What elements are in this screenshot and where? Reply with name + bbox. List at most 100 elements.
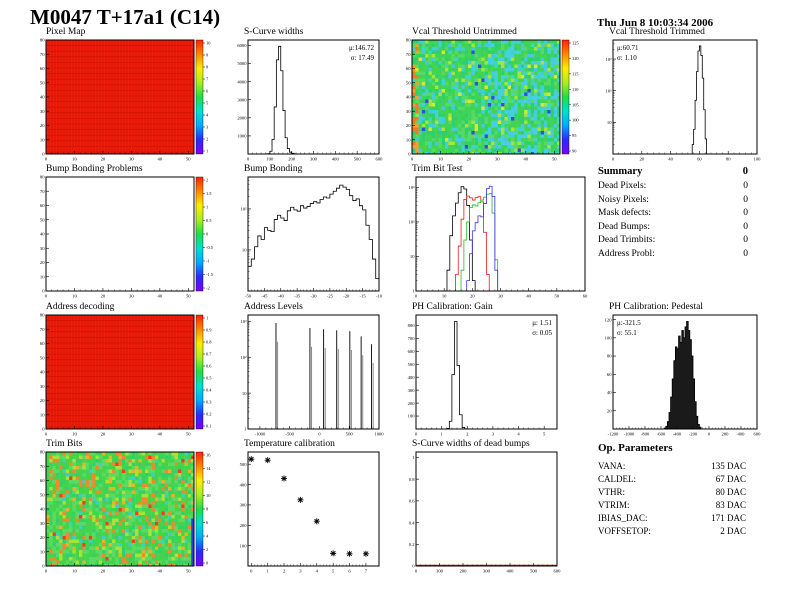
svg-text:-50: -50 — [245, 294, 252, 299]
svg-text:50: 50 — [186, 294, 191, 299]
summary-label: Dead Bumps: — [598, 221, 650, 232]
svg-text:7: 7 — [206, 77, 209, 82]
summary-label: Mask defects: — [598, 208, 652, 218]
svg-text:100: 100 — [266, 157, 274, 162]
chart-title: Pixel Map — [46, 27, 86, 37]
chart-title: Trim Bit Test — [412, 164, 463, 174]
svg-text:σ: 1.10: σ: 1.10 — [617, 54, 637, 62]
svg-text:80: 80 — [40, 175, 45, 180]
chart-title: Address Levels — [244, 302, 303, 312]
svg-text:6: 6 — [348, 569, 351, 574]
svg-text:50: 50 — [186, 432, 191, 437]
svg-text:-2: -2 — [206, 286, 210, 291]
op-parameter-label: IBIAS_DAC: — [598, 513, 648, 523]
svg-text:30: 30 — [406, 109, 411, 114]
svg-text:400: 400 — [738, 432, 746, 437]
svg-text:10: 10 — [242, 248, 247, 253]
svg-text:115: 115 — [572, 71, 579, 76]
svg-text:200: 200 — [722, 432, 730, 437]
svg-text:9: 9 — [206, 53, 209, 58]
svg-text:40: 40 — [158, 157, 163, 162]
svg-text:40: 40 — [158, 432, 163, 437]
svg-text:1: 1 — [412, 455, 415, 460]
op-parameters-panel: Op. Parameters VANA: 135 DAC CALDEL: 67 DA… — [598, 442, 746, 538]
panel-vcal-trimmed: Vcal Threshold Trimmed 0 20 40 60 80 100 10 10²… — [597, 27, 762, 164]
svg-text:2: 2 — [206, 178, 208, 183]
svg-text:200: 200 — [240, 523, 248, 528]
svg-text:50: 50 — [186, 569, 191, 574]
svg-text:50: 50 — [555, 294, 560, 299]
svg-text:-1000: -1000 — [255, 432, 266, 437]
svg-text:3: 3 — [206, 125, 209, 130]
svg-text:200: 200 — [460, 569, 468, 574]
op-parameter-value: 2 DAC — [720, 526, 746, 536]
svg-text:70: 70 — [40, 464, 45, 469]
svg-text:4: 4 — [316, 569, 319, 574]
panel-dead-bumps: S-Curve widths of dead bumps 0 100 200 300 4… — [400, 439, 562, 576]
svg-text:80: 80 — [406, 38, 411, 43]
dead-bumps-chart: 0 100 200 300 400 500 600 0 0.2 0.4 0.6 0.8 1 — [409, 451, 561, 574]
svg-text:2: 2 — [283, 569, 286, 574]
svg-text:7: 7 — [365, 569, 368, 574]
svg-text:4: 4 — [517, 432, 520, 437]
svg-text:-1: -1 — [206, 259, 210, 264]
summary-row: Noisy Pixels: 0 — [598, 194, 748, 208]
svg-text:100: 100 — [436, 569, 444, 574]
svg-text:16: 16 — [206, 453, 211, 458]
op-parameter-row: VTHR: 80 DAC — [598, 486, 746, 499]
svg-text:50: 50 — [552, 157, 557, 162]
svg-text:10: 10 — [206, 493, 211, 498]
svg-text:10: 10 — [206, 41, 211, 46]
ph-gain-chart: 0 1 2 3 4 5 100 200 300 400 500 600 700 800 μ: 1.51 σ: … — [408, 314, 558, 437]
svg-text:-20: -20 — [343, 294, 350, 299]
svg-text:0: 0 — [415, 432, 418, 437]
svg-text:110: 110 — [572, 87, 579, 92]
ph-pedestal-chart: -1200 -1000 -800 -600 -400 -200 0 200 400 600 20 40… — [605, 314, 761, 437]
svg-text:20: 20 — [101, 569, 106, 574]
svg-text:0: 0 — [45, 157, 48, 162]
panel-ph-gain: PH Calibration: Gain 0 1 2 3 4 5 100 200 300 400 5… — [400, 302, 562, 439]
svg-text:60: 60 — [40, 341, 45, 346]
op-parameter-row: IBIAS_DAC: 171 DAC — [598, 512, 746, 525]
svg-text:10: 10 — [72, 432, 77, 437]
address-decoding-chart: 0 10 20 30 40 50 0 10 20 30 40 50 60 70 80 1 0.9 0.8 0.7 0.… — [40, 313, 212, 437]
svg-text:10: 10 — [410, 254, 415, 259]
op-parameter-label: VOFFSETOP: — [598, 526, 651, 536]
svg-text:10: 10 — [72, 294, 77, 299]
svg-text:40: 40 — [40, 95, 45, 100]
summary-panel: Summary 0 Dead Pixels: 0 Noisy Pixels: 0 M… — [598, 166, 748, 261]
op-parameter-row: VANA: 135 DAC — [598, 460, 746, 473]
svg-text:0: 0 — [408, 152, 411, 157]
svg-text:300: 300 — [310, 157, 318, 162]
svg-text:0.2: 0.2 — [409, 542, 415, 547]
svg-text:6: 6 — [206, 520, 209, 525]
panel-trim-bits: Trim Bits 0 10 20 30 40 50 0 10 20 30 40 50 60 70 80 16… — [34, 439, 224, 576]
svg-text:80: 80 — [40, 313, 45, 318]
bump-bonding-problems-chart: 0 10 20 30 40 50 0 10 20 30 40 50 60 70 80 2 1.5 1 0.5 0 -0.… — [40, 175, 214, 299]
svg-text:100: 100 — [240, 543, 248, 548]
svg-text:60: 60 — [40, 478, 45, 483]
summary-label: Dead Trimbits: — [598, 235, 656, 245]
op-parameter-label: CALDEL: — [598, 474, 636, 484]
svg-text:20: 20 — [467, 157, 472, 162]
op-parameter-value: 171 DAC — [711, 513, 746, 523]
svg-text:400: 400 — [240, 482, 248, 487]
svg-text:0: 0 — [42, 564, 45, 569]
svg-text:30: 30 — [498, 294, 503, 299]
op-parameter-value: 83 DAC — [715, 500, 746, 510]
svg-text:30: 30 — [40, 384, 45, 389]
chart-title: S-Curve widths of dead bumps — [412, 439, 530, 449]
svg-text:0.1: 0.1 — [206, 424, 212, 429]
panel-ph-pedestal: PH Calibration: Pedestal -1200 -1000 -800-… — [597, 302, 762, 439]
trim-bits-chart: 0 10 20 30 40 5001020304050607080161412108642… — [40, 450, 211, 574]
svg-text:0: 0 — [45, 432, 48, 437]
svg-text:300: 300 — [240, 503, 248, 508]
svg-text:95: 95 — [572, 133, 577, 138]
svg-text:30: 30 — [40, 109, 45, 114]
summary-row: Dead Bumps: 0 — [598, 221, 748, 235]
panel-trim-bit-test: Trim Bit Test 0 10 20 30 40 50 60 1 10 10² 10³ — [400, 164, 590, 301]
svg-text:1: 1 — [412, 289, 415, 294]
svg-text:14: 14 — [206, 466, 211, 471]
panel-bump-bonding: Bump Bonding -50 -45 -40 -35 -30 -25 -20 -15 -10… — [232, 164, 384, 301]
svg-text:700: 700 — [408, 336, 416, 341]
